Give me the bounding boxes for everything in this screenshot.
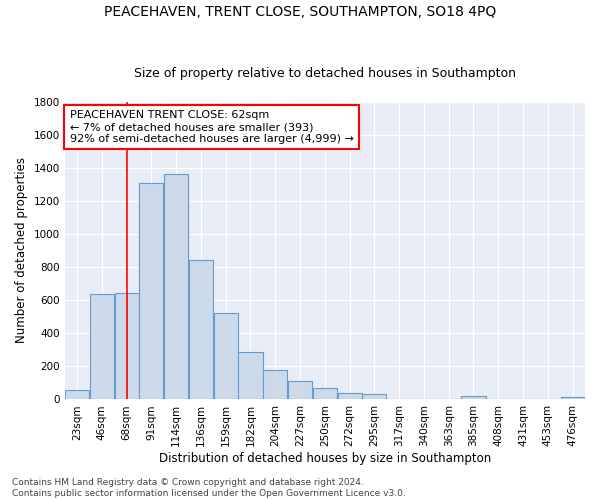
Bar <box>214 312 238 400</box>
Bar <box>560 397 584 400</box>
Bar <box>362 394 386 400</box>
Bar <box>288 381 312 400</box>
Bar <box>139 183 163 400</box>
Bar <box>189 260 213 400</box>
Bar <box>65 390 89 400</box>
Bar <box>338 393 362 400</box>
Text: Contains HM Land Registry data © Crown copyright and database right 2024.
Contai: Contains HM Land Registry data © Crown c… <box>12 478 406 498</box>
Bar <box>238 352 263 400</box>
Text: PEACEHAVEN TRENT CLOSE: 62sqm
← 7% of detached houses are smaller (393)
92% of s: PEACEHAVEN TRENT CLOSE: 62sqm ← 7% of de… <box>70 110 354 144</box>
Bar <box>313 388 337 400</box>
X-axis label: Distribution of detached houses by size in Southampton: Distribution of detached houses by size … <box>159 452 491 465</box>
Bar <box>461 396 485 400</box>
Y-axis label: Number of detached properties: Number of detached properties <box>15 158 28 344</box>
Bar <box>164 174 188 400</box>
Bar <box>115 293 139 400</box>
Title: Size of property relative to detached houses in Southampton: Size of property relative to detached ho… <box>134 66 516 80</box>
Bar <box>90 294 114 400</box>
Text: PEACEHAVEN, TRENT CLOSE, SOUTHAMPTON, SO18 4PQ: PEACEHAVEN, TRENT CLOSE, SOUTHAMPTON, SO… <box>104 5 496 19</box>
Bar <box>263 370 287 400</box>
